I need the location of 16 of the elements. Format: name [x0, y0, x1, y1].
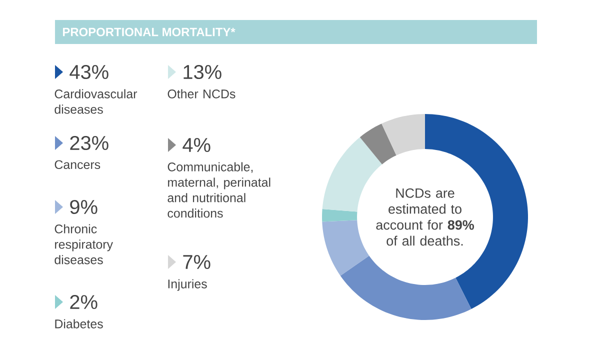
- chart-title: PROPORTIONAL MORTALITY*: [63, 28, 236, 36]
- legend-label: Injuries: [168, 279, 207, 291]
- legend-label: Chronic respiratory diseases: [54, 224, 113, 264]
- legend-label: Communicable, maternal, perinatal and nutritional conditions: [168, 162, 270, 218]
- data-label: 4%: [182, 138, 210, 152]
- text: NCDs are estimated to account for 89% of all deaths.: [376, 188, 474, 246]
- legend-label: Other NCDs: [168, 89, 236, 98]
- data-label: 23%: [70, 136, 108, 150]
- data-label: 2%: [70, 294, 98, 310]
- legend-label: Diabetes: [55, 319, 103, 328]
- legend-label: Cardiovascular diseases: [54, 89, 138, 114]
- data-label: 9%: [70, 200, 98, 214]
- data-label: 7%: [183, 255, 210, 269]
- data-label: 13%: [184, 64, 222, 80]
- data-label: 43%: [70, 64, 108, 80]
- legend-label: Cancers: [54, 160, 100, 170]
